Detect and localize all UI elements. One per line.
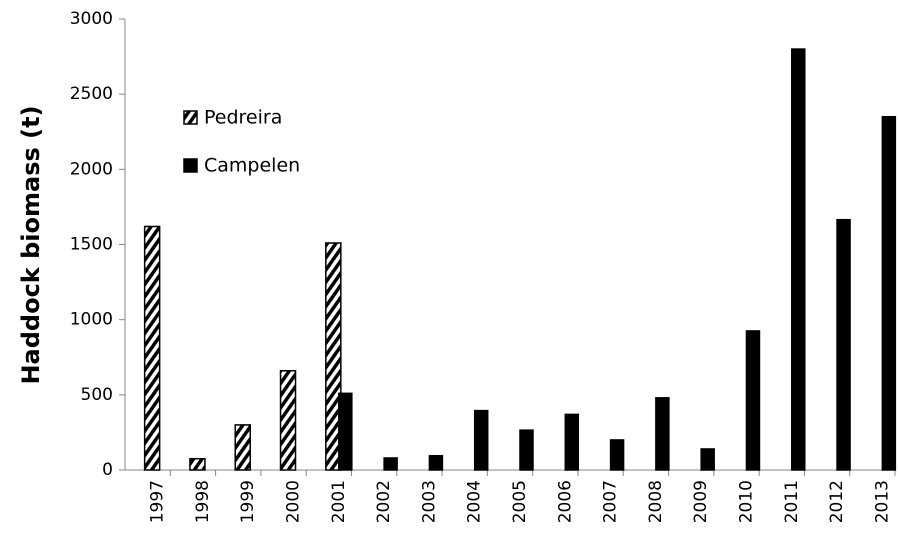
- x-tick-label: 1997: [148, 480, 168, 523]
- bar: [383, 457, 398, 471]
- bar: [189, 457, 206, 471]
- x-tick-label: 2004: [465, 480, 485, 523]
- bar: [143, 225, 161, 471]
- x-tick-label: 2013: [872, 480, 892, 523]
- bar: [836, 218, 851, 471]
- bar: [791, 48, 806, 471]
- y-tick-label: 1000: [70, 310, 113, 330]
- x-tick-label: 2010: [736, 480, 756, 523]
- x-tick-label: 2011: [782, 480, 802, 523]
- bar: [234, 424, 251, 471]
- y-tick-label: 1500: [70, 235, 113, 255]
- bar: [564, 413, 580, 471]
- y-tick-label: 0: [102, 460, 113, 480]
- x-tick-label: 2008: [646, 480, 666, 523]
- bar: [655, 397, 670, 471]
- bar: [338, 392, 353, 471]
- y-tick-label: 500: [81, 385, 113, 405]
- y-axis-label: Haddock biomass (t): [17, 105, 45, 384]
- bar: [609, 439, 625, 471]
- bar: [279, 370, 297, 471]
- y-tick-label: 2500: [70, 84, 113, 104]
- x-tick-label: 1999: [238, 480, 258, 523]
- legend-label: Campelen: [204, 155, 300, 177]
- bar: [473, 409, 489, 471]
- bar: [519, 429, 534, 471]
- x-tick-label: 2009: [691, 480, 711, 523]
- x-tick-label: 2006: [555, 480, 575, 523]
- x-tick-label: 2005: [510, 480, 530, 523]
- bar: [428, 454, 444, 471]
- x-tick-label: 2002: [374, 480, 394, 523]
- x-tick-label: 2012: [827, 480, 847, 523]
- x-tick-label: 2000: [284, 480, 304, 523]
- x-tick-label: 1998: [193, 480, 213, 523]
- x-tick-label: 2001: [329, 480, 349, 523]
- y-tick-label: 3000: [70, 9, 113, 29]
- legend-swatch: [183, 110, 198, 125]
- y-tick-label: 2000: [70, 159, 113, 179]
- bar: [700, 448, 715, 471]
- bar: [881, 115, 897, 471]
- x-tick-label: 2007: [601, 480, 621, 523]
- bar: [325, 242, 342, 471]
- legend-label: Pedreira: [204, 107, 282, 129]
- x-tick-label: 2003: [419, 480, 439, 523]
- legend-swatch: [183, 158, 198, 173]
- bar: [745, 330, 761, 471]
